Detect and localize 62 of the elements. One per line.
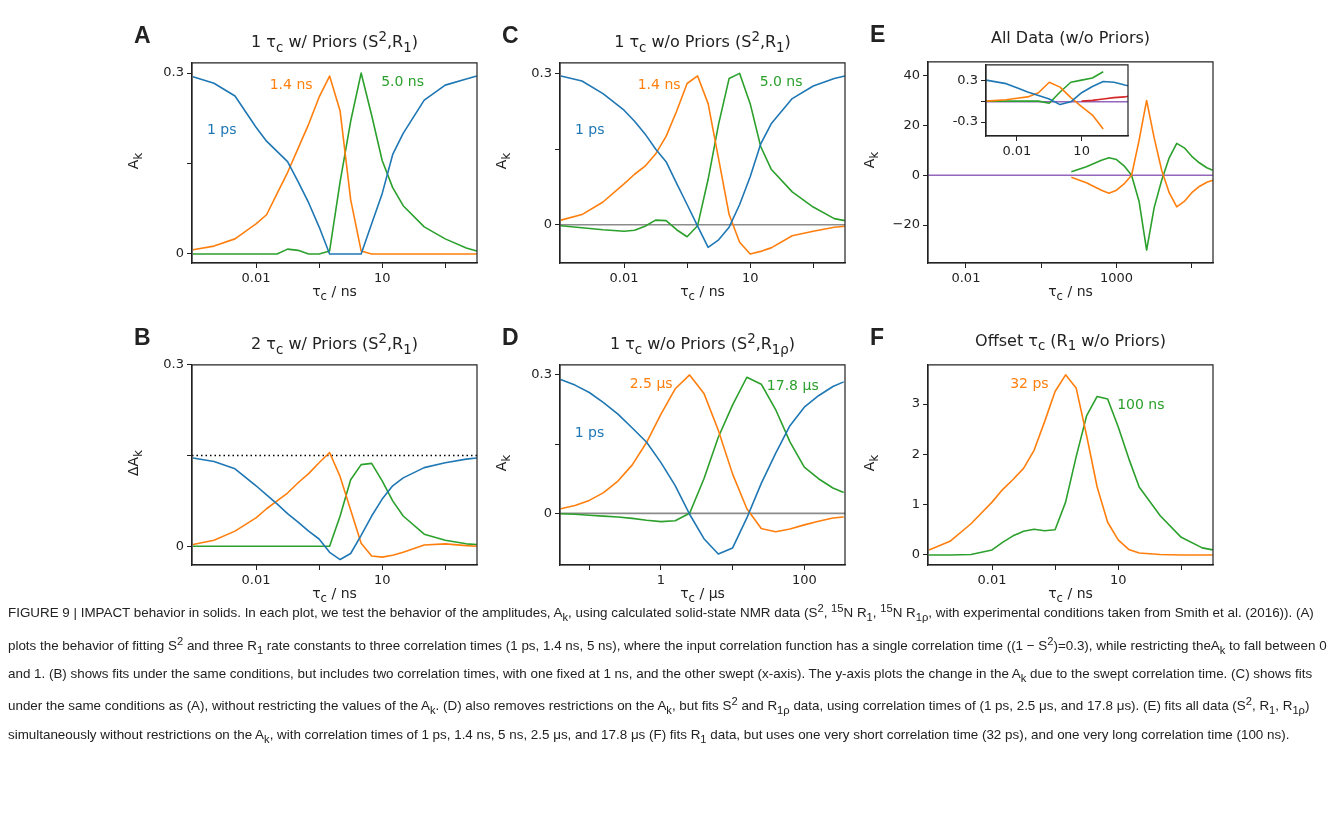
text: B (134, 324, 151, 351)
y-tick-label: 0 (175, 537, 184, 553)
chart-title: All Data (w/o Priors) (990, 28, 1151, 47)
y-tick-label: 0 (543, 504, 552, 520)
y-tick-label: 0.3 (163, 356, 184, 372)
chart-title: 1 τ$_{c}$ w/ Priors (S$^{2}$,R$_{1}$) (251, 29, 418, 55)
chart-title: 2 τ$_{c}$ w/ Priors (S$^{2}$,R$_{1}$) (251, 331, 418, 357)
y-tick-label: -0.3 (952, 113, 978, 129)
text: FIGURE 9 | IMPACT behavior in solids. In each plot, we test the behavior of the amplitudes, A$_{k}$, using calculated solid-state NMR data (S$^{2}$, $^{15}$N R$_{1}$, $^{15}$N R$_{1ρ}$, with experimental conditions taken from Smith et al. (2016)). (A) plots the behavior of fitting S$^{2}$ and three R$_{1}$ rate constants to three correlation times (1 ps, 1.4 ns, 5 ns), where the input correlation function has a single correlation time ((1 − S$^{2}$)=0.3), while restricting theA$_{k}$ to fall between 0 and 1. (B) shows fits under the same conditions, but includes two correlation times, with one fixed at 1 ns, and the other swept (x-axis). The y-axis plots the change in the A$_{k}$ due to the swept correlation time. (C) shows fits under the same conditions as (A), without restricting the values of the A$_{k}$. (D) also removes restrictions on the A$_{k}$, but fits S$^{2}$ and R$_{1ρ}$ data, using correlation times of (1 ps, 2.5 μs, and 17.8 μs). (E) fits all data (S$^{2}$, R$_{1}$, R$_{1ρ}$) simultaneously without restrictions on the A$_{k}$, with correlation times of 1 ps, 1.4 ns, 5 ns, 2.5 μs, and 17.8 μs (F) fits R$_{1}$ data, but uses one very short correlation time (32 ps), and one very long correlation time (100 ns). (8, 602, 1327, 745)
y-tick-label: 0 (911, 546, 920, 562)
series-label: 1 ps (206, 121, 237, 138)
chart-title: 1 τ$_{c}$ w/o Priors (S$^{2}$,R$_{1}$) (614, 29, 791, 55)
y-tick-label: 0 (175, 245, 184, 261)
series-label: 1.4 ns (637, 75, 681, 92)
x-tick-label: 10 (741, 270, 759, 286)
x-tick-label: 0.01 (977, 572, 1007, 588)
y-tick-label: 20 (903, 116, 920, 132)
y-tick-label: 0.3 (163, 64, 184, 80)
x-axis-title: τ$_{c}$ / ns (1048, 585, 1093, 605)
y-tick-label: 0.3 (957, 71, 978, 87)
y-tick-label: 0 (543, 216, 552, 232)
y-tick-label: 0.3 (531, 366, 552, 382)
series-label: 1.4 ns (269, 75, 313, 92)
chart-title: 1 τ$_{c}$ w/o Priors (S$^{2}$,R$_{1ρ}$) (609, 331, 796, 357)
text: D (502, 324, 519, 351)
x-tick-label: 10 (373, 572, 391, 588)
x-tick-label: 0.01 (241, 270, 271, 286)
y-tick-label: 2 (911, 445, 920, 461)
x-tick-label: 0.01 (1002, 143, 1032, 159)
y-tick-label: −20 (892, 216, 920, 232)
y-tick-label: 0.3 (531, 64, 552, 80)
x-axis-title: τ$_{c}$ / ns (1048, 283, 1093, 303)
series-label: 5.0 ns (759, 73, 803, 90)
x-tick-label: 0.01 (241, 572, 271, 588)
text: A (134, 22, 151, 49)
y-tick-label: 0 (911, 166, 920, 182)
x-axis-title: τ$_{c}$ / ns (312, 585, 357, 605)
x-axis-title: τ$_{c}$ / ns (312, 283, 357, 303)
text: E (870, 21, 886, 48)
series-label: 5.0 ns (381, 72, 425, 89)
series-label: 2.5 μs (629, 374, 673, 391)
x-axis-title: τ$_{c}$ / ns (680, 283, 725, 303)
x-tick-label: 1000 (1099, 270, 1134, 286)
x-axis-title: τ$_{c}$ / μs (680, 585, 725, 605)
x-tick-label: 10 (373, 270, 391, 286)
series-label: 32 ps (1010, 374, 1049, 391)
text: F (870, 324, 885, 351)
series-label: 17.8 μs (766, 376, 819, 393)
x-tick-label: 0.01 (951, 270, 981, 286)
chart-title: Offset τ$_{c}$ (R$_{1}$ w/o Priors) (975, 331, 1166, 354)
x-tick-label: 10 (1073, 143, 1090, 159)
x-tick-label: 100 (791, 572, 817, 588)
x-tick-label: 1 (656, 572, 666, 588)
text: C (502, 22, 519, 49)
series-label: 1 ps (574, 120, 605, 137)
x-tick-label: 10 (1109, 572, 1127, 588)
series-label: 1 ps (574, 424, 605, 441)
y-tick-label: 40 (903, 66, 920, 82)
y-tick-label: 1 (911, 496, 920, 512)
y-tick-label: 3 (911, 395, 920, 411)
series-label: 100 ns (1117, 396, 1165, 413)
x-tick-label: 0.01 (609, 270, 639, 286)
